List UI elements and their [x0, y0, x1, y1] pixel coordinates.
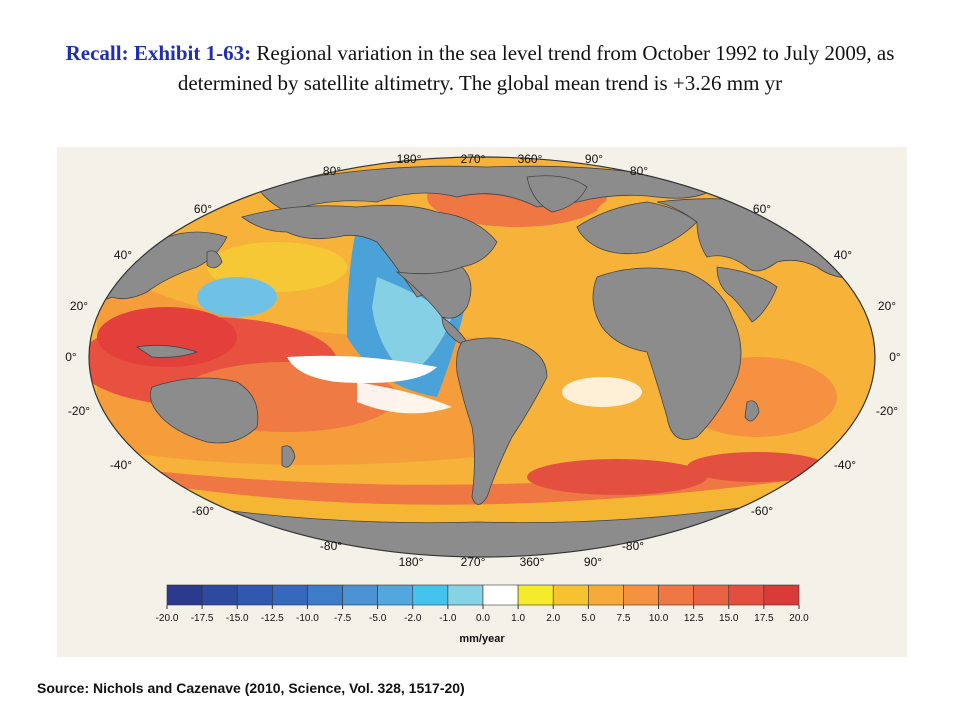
colorbar-swatch: [763, 584, 800, 606]
slide-title: Recall: Exhibit 1-63: Regional variation…: [30, 38, 930, 98]
lon-top-360: 360°: [518, 152, 543, 166]
colorbar-tick-label: -10.0: [296, 613, 319, 624]
colorbar-swatch: [342, 584, 378, 606]
lat-right-m80: -80°: [622, 539, 644, 553]
colorbar-tick-label: -15.0: [226, 613, 249, 624]
land-africa: [592, 267, 742, 440]
colorbar-tick-label: 2.0: [546, 613, 560, 624]
lat-left-m80: -80°: [320, 539, 342, 553]
colorbar-swatch: [201, 584, 238, 606]
colorbar-tick-label: 1.0: [511, 613, 525, 624]
colorbar-swatch: [588, 584, 624, 606]
colorbar-swatch: [272, 584, 308, 606]
lon-bottom-360: 360°: [520, 555, 545, 569]
colorbar-tick-label: 17.5: [754, 613, 774, 624]
lat-left-m20: -20°: [68, 404, 90, 418]
colorbar-tick-label: 0.0: [476, 613, 490, 624]
land-madagascar: [744, 400, 760, 422]
globe-outline: [88, 156, 876, 558]
land-arctic: [256, 165, 718, 213]
lon-bottom-90: 90°: [584, 555, 602, 569]
colorbar-tick-label: -12.5: [261, 613, 284, 624]
lat-right-m40: -40°: [834, 458, 856, 472]
colorbar-tick-label: 12.5: [684, 613, 704, 624]
land-australia: [149, 377, 259, 444]
colorbar-tick-label: -2.0: [404, 613, 422, 624]
lon-bottom-180: 180°: [399, 555, 424, 569]
lat-right-80: 80°: [630, 164, 648, 178]
title-lead: Recall: Exhibit 1-63:: [65, 41, 252, 65]
colorbar-swatch: [412, 584, 449, 606]
title-text: Regional variation in the sea level tren…: [177, 41, 895, 95]
land-japan: [206, 250, 223, 269]
lon-bottom-270: 270°: [461, 555, 486, 569]
map-svg: 180° 270° 360° 90° 80° 60° 40° 20° 0° -2…: [65, 152, 901, 645]
colorbar-unit-label: mm/year: [459, 633, 505, 645]
lon-top-270: 270°: [461, 152, 486, 166]
lat-right-60: 60°: [753, 202, 771, 216]
lat-left-80: 80°: [323, 164, 341, 178]
sea-level-trend-map-figure: 180° 270° 360° 90° 80° 60° 40° 20° 0° -2…: [57, 147, 907, 657]
colorbar-swatch: [377, 584, 414, 606]
colorbar-swatch: [166, 584, 203, 606]
land-north-america-south: [395, 266, 472, 319]
lat-right-m60: -60°: [751, 504, 773, 518]
colorbar-swatch: [728, 584, 765, 606]
colorbar-swatch: [552, 584, 589, 606]
colorbar-tick-label: -1.0: [439, 613, 457, 624]
colorbar-tick-label: 10.0: [649, 613, 669, 624]
colorbar-swatch: [307, 584, 343, 606]
colorbar-swatch: [482, 584, 519, 606]
land-indonesia: [135, 344, 199, 358]
land-new-zealand: [281, 445, 296, 468]
land-south-america: [456, 337, 548, 505]
lat-left-0: 0°: [65, 350, 77, 364]
lat-left-60: 60°: [194, 202, 212, 216]
lat-right-0: 0°: [889, 350, 901, 364]
colorbar-tick-label: -20.0: [156, 613, 179, 624]
colorbar-swatch: [693, 584, 730, 606]
lat-left-40: 40°: [114, 248, 132, 262]
source-citation: Source: Nichols and Cazenave (2010, Scie…: [37, 680, 465, 696]
colorbar-swatch: [236, 584, 273, 606]
colorbar-tick-label: -5.0: [369, 613, 387, 624]
colorbar-swatch: [447, 584, 484, 606]
colorbar: -20.0 -17.5 -15.0 -12.5 -10.0 -7.5 -5.0 -2.0 -1.…: [156, 584, 809, 624]
lat-right-m20: -20°: [876, 404, 898, 418]
lon-top-90: 90°: [585, 152, 603, 166]
lat-left-20: 20°: [70, 299, 88, 313]
land-europe: [576, 201, 698, 255]
lat-right-20: 20°: [878, 299, 896, 313]
colorbar-swatch: [623, 584, 659, 606]
lat-left-m60: -60°: [192, 504, 214, 518]
colorbar-tick-label: 20.0: [789, 613, 809, 624]
land-greenland: [526, 175, 588, 213]
colorbar-tick-label: -17.5: [191, 613, 214, 624]
land-india-arabia: [716, 266, 778, 323]
colorbar-tick-label: 7.5: [616, 613, 630, 624]
lat-left-m40: -40°: [110, 458, 132, 472]
colorbar-tick-label: -7.5: [334, 613, 352, 624]
lon-top-180: 180°: [397, 152, 422, 166]
colorbar-swatch: [658, 584, 694, 606]
lat-right-40: 40°: [834, 248, 852, 262]
colorbar-tick-label: 5.0: [581, 613, 595, 624]
colorbar-tick-label: 15.0: [719, 613, 739, 624]
colorbar-swatch: [517, 584, 554, 606]
